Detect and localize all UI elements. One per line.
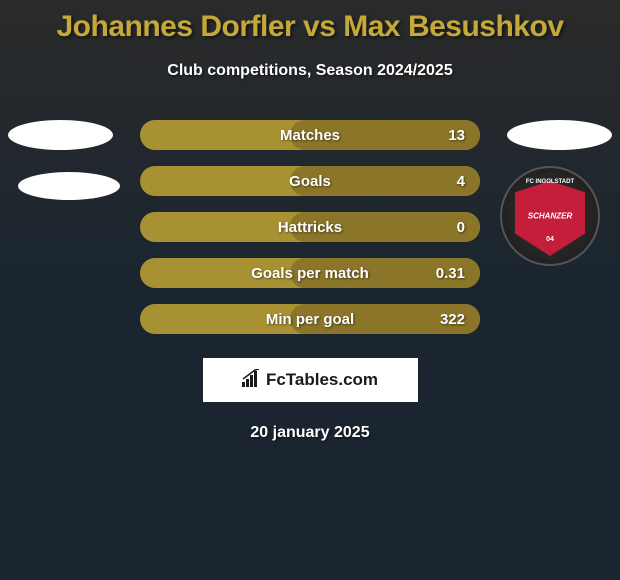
club-badge-inner: FC INGOLSTADT SCHANZER 04 [515,181,585,251]
player-avatar-left-top [8,120,113,150]
stat-right-value: 0 [457,219,465,236]
stat-right-value: 322 [440,311,465,328]
player-avatar-right-top [507,120,612,150]
stat-right-value: 4 [457,173,465,190]
badge-text-top: FC INGOLSTADT [526,179,574,185]
stat-label: Min per goal [266,311,354,328]
stat-bar-matches: Matches 13 [140,120,480,150]
page-title: Johannes Dorfler vs Max Besushkov [0,0,620,44]
stat-right-value: 0.31 [436,265,465,282]
stat-bar-goals: Goals 4 [140,166,480,196]
chart-bar-icon [242,369,262,392]
stat-bar-min-per-goal: Min per goal 322 [140,304,480,334]
branding-box: FcTables.com [203,358,418,402]
subtitle: Club competitions, Season 2024/2025 [0,62,620,80]
stat-label: Matches [280,127,340,144]
branding-text: FcTables.com [266,370,378,390]
player-avatar-left-bottom [18,172,120,200]
stat-label: Hattricks [278,219,342,236]
club-badge: FC INGOLSTADT SCHANZER 04 [500,166,600,266]
content-area: FC INGOLSTADT SCHANZER 04 Matches 13 Goa… [0,120,620,442]
badge-text-center: SCHANZER [528,212,572,221]
badge-text-bottom: 04 [546,236,554,243]
date-text: 20 january 2025 [0,424,620,442]
stat-bar-hattricks: Hattricks 0 [140,212,480,242]
stat-bar-goals-per-match: Goals per match 0.31 [140,258,480,288]
stat-label: Goals per match [251,265,369,282]
stat-right-value: 13 [448,127,465,144]
stat-label: Goals [289,173,331,190]
